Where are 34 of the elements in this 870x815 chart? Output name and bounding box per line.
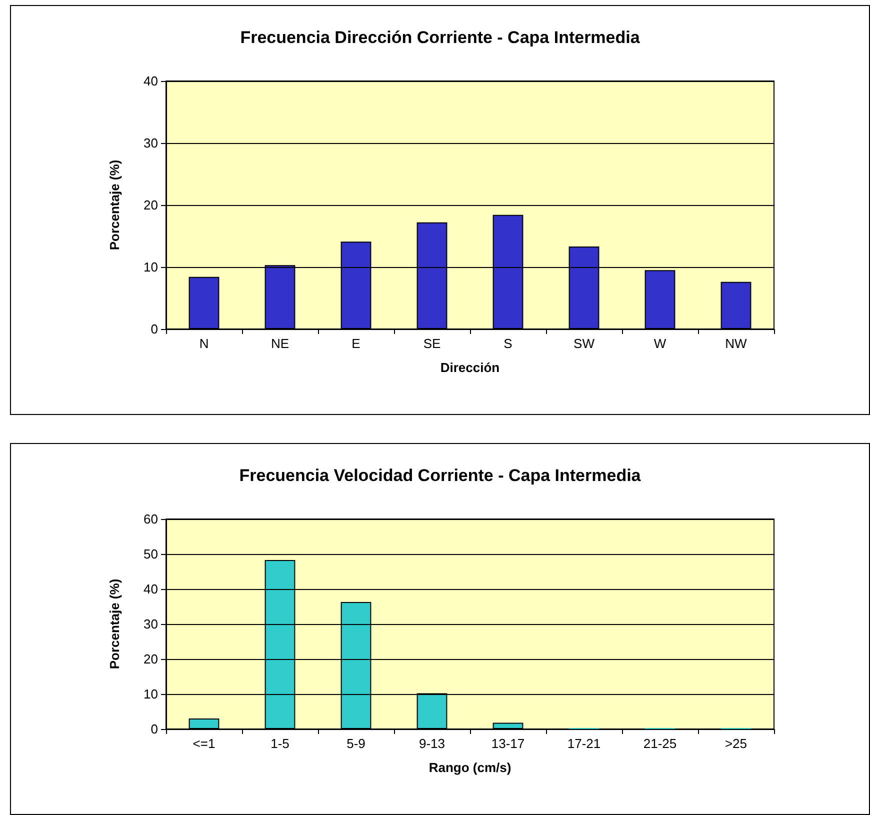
y-tick-label: 40 [144,582,158,596]
x-tick-label: 21-25 [643,736,677,751]
x-tick-label: 5-9 [346,736,366,751]
chart-title: Frecuencia Dirección Corriente - Capa Intermedia [240,28,640,47]
x-tick-label: 17-21 [567,736,601,751]
x-tick-label: W [654,336,667,351]
x-tick-label: SE [423,336,441,351]
x-tick-label: 9-13 [418,736,446,751]
y-tick-label: 50 [144,546,158,562]
x-tick-label: NW [725,336,748,351]
x-axis-title: Dirección [440,360,500,375]
y-tick-label: 40 [144,74,158,88]
x-tick-label: E [352,336,361,351]
x-tick-label: 1-5 [270,736,290,751]
x-tick-label: <=1 [192,736,216,751]
y-tick-label: 0 [150,722,158,736]
y-tick-label: 20 [144,198,158,212]
x-tick-label: S [504,336,513,351]
x-tick-label: NE [270,336,290,351]
y-tick-label: 10 [144,686,158,702]
y-tick-label: 0 [150,322,158,336]
y-axis-title: Porcentaje (%) [107,578,122,670]
y-tick-label: 20 [144,652,158,666]
x-axis-title: Rango (cm/s) [428,760,512,775]
y-tick-label: 30 [144,616,158,632]
y-axis-title: Porcentaje (%) [107,160,122,250]
y-tick-label: 30 [144,136,158,150]
x-tick-label: 13-17 [491,736,525,751]
y-tick-label: 60 [144,512,158,526]
x-tick-label: >25 [724,736,748,751]
x-tick-label: SW [574,336,596,351]
x-tick-label: N [199,336,209,351]
y-tick-label: 10 [144,260,158,274]
chart-title: Frecuencia Velocidad Corriente - Capa Intermedia [239,466,642,485]
